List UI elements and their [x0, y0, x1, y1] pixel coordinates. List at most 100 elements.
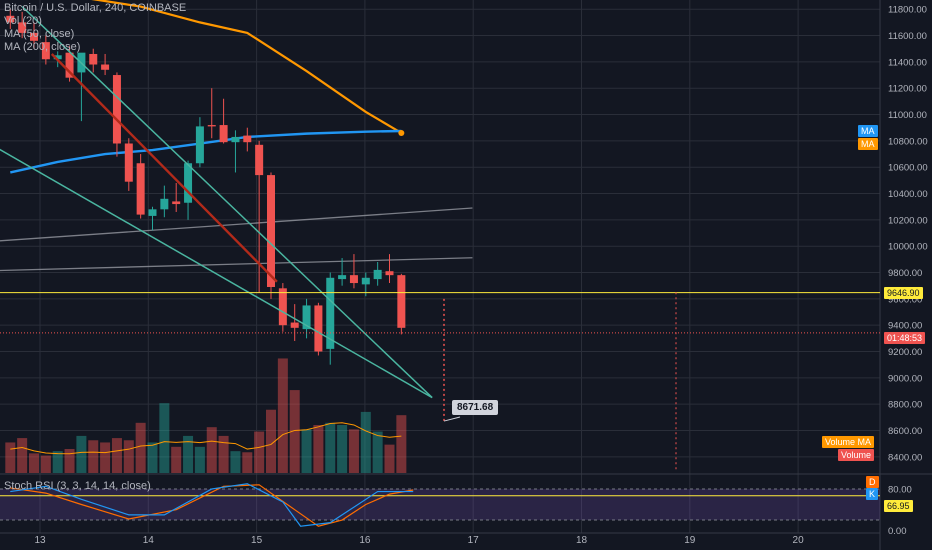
price-tick-label: 9000.00 — [888, 373, 922, 384]
price-tick-label: 9800.00 — [888, 268, 922, 279]
candle-body — [18, 22, 27, 33]
candle-body — [101, 64, 110, 70]
candle-body — [148, 209, 157, 216]
candle-body — [231, 136, 240, 143]
stoch-tick-label: 0.00 — [888, 526, 907, 537]
volume-bar — [301, 429, 312, 473]
price-tick-label: 8800.00 — [888, 400, 922, 411]
time-tick-label: 19 — [684, 535, 696, 546]
volume-bar — [123, 440, 134, 473]
candle-body — [160, 198, 169, 210]
price-tick-label: 10600.00 — [888, 163, 928, 174]
volume-bar — [88, 440, 99, 473]
volume-bar — [348, 429, 359, 473]
price-tick-label: 9400.00 — [888, 321, 922, 332]
time-tick-label: 13 — [34, 535, 46, 546]
volume-bar — [52, 451, 63, 473]
price-tick-label: 11400.00 — [888, 57, 927, 68]
volume-bar — [384, 444, 395, 473]
volume-label: Vol (20) — [4, 15, 42, 27]
candle-body — [41, 42, 50, 60]
candle-body — [136, 163, 145, 215]
volume-bar — [277, 358, 288, 473]
candle-body — [112, 75, 121, 144]
price-tick-label: 11000.00 — [888, 110, 927, 121]
ma200-line — [91, 0, 402, 134]
stoch-rsi-label: Stoch RSI (3, 3, 14, 14, close) — [4, 480, 151, 492]
time-tick-label: 15 — [251, 535, 263, 546]
horizontal-trend-line — [0, 207, 473, 242]
price-tick-label: 10800.00 — [888, 136, 928, 147]
candle-body — [207, 125, 216, 127]
volume-ma-line — [10, 422, 402, 455]
candle-body — [338, 275, 347, 280]
volume-bar — [325, 422, 336, 473]
candle-body — [89, 53, 98, 65]
volume-bar — [396, 415, 407, 473]
volume-ma-badge: Volume MA — [822, 436, 875, 448]
candle-body — [267, 175, 275, 288]
volume-bar — [313, 425, 324, 473]
candle-body — [290, 322, 299, 328]
stoch-value-badge: 66.95 — [884, 500, 913, 512]
price-tick-label: 9600.00 — [888, 294, 922, 305]
candle-body — [361, 277, 370, 285]
candle-body — [314, 305, 323, 352]
volume-bar — [64, 449, 75, 473]
volume-badge: Volume — [838, 449, 875, 461]
volume-bar — [29, 453, 39, 473]
volume-bar — [254, 431, 265, 473]
volume-bar — [242, 452, 253, 473]
volume-bar — [337, 425, 348, 473]
candle-body — [65, 52, 74, 78]
candle-body — [255, 144, 264, 176]
volume-bar — [100, 442, 111, 473]
volume-bar — [206, 427, 217, 473]
candle-body — [385, 271, 394, 276]
volume-bar — [230, 451, 241, 473]
stoch-k-badge: K — [866, 488, 879, 500]
volume-bar — [183, 435, 194, 473]
candle-body — [219, 125, 228, 143]
time-tick-label: 20 — [793, 535, 805, 546]
candle-body — [349, 275, 358, 284]
stoch-tick-label: 80.00 — [888, 484, 912, 495]
horizontal-trend-line — [0, 257, 473, 272]
candle-body — [326, 277, 335, 349]
price-tick-label: 8400.00 — [888, 452, 922, 463]
price-tick-label: 10000.00 — [888, 242, 928, 253]
time-tick-label: 17 — [468, 535, 480, 546]
volume-bar — [40, 455, 51, 473]
ma200-label: MA (200, close) — [4, 41, 81, 53]
candle-body — [373, 269, 382, 280]
volume-bar — [159, 403, 170, 473]
volume-bar — [111, 438, 122, 473]
price-tick-label: 10400.00 — [888, 189, 928, 200]
stoch-d-badge: D — [866, 476, 879, 488]
stoch-d-line — [10, 484, 414, 527]
volume-bar — [289, 390, 300, 473]
volume-bar — [372, 431, 383, 473]
candle-body — [184, 163, 193, 203]
symbol-label: Bitcoin / U.S. Dollar, 240, COINBASE — [4, 2, 187, 14]
ma50-label: MA (50, close) — [4, 28, 75, 40]
volume-bar — [76, 435, 87, 473]
low-price-callout: 8671.68 — [452, 400, 499, 415]
time-tick-label: 18 — [576, 535, 588, 546]
price-tick-label: 11800.00 — [888, 5, 927, 16]
volume-bar — [171, 446, 182, 473]
volume-bar — [5, 442, 16, 473]
red-trend-line — [50, 53, 278, 283]
candle-body — [195, 126, 204, 164]
candle-body — [172, 201, 181, 205]
price-line-badge: 9646.90 — [884, 287, 923, 299]
callout-pointer — [443, 416, 461, 422]
volume-bar — [266, 409, 276, 473]
candle-body — [124, 143, 133, 182]
candle-body — [302, 305, 311, 330]
price-tick-label: 9200.00 — [888, 347, 922, 358]
volume-bar — [360, 411, 371, 473]
candle-body — [243, 135, 252, 143]
